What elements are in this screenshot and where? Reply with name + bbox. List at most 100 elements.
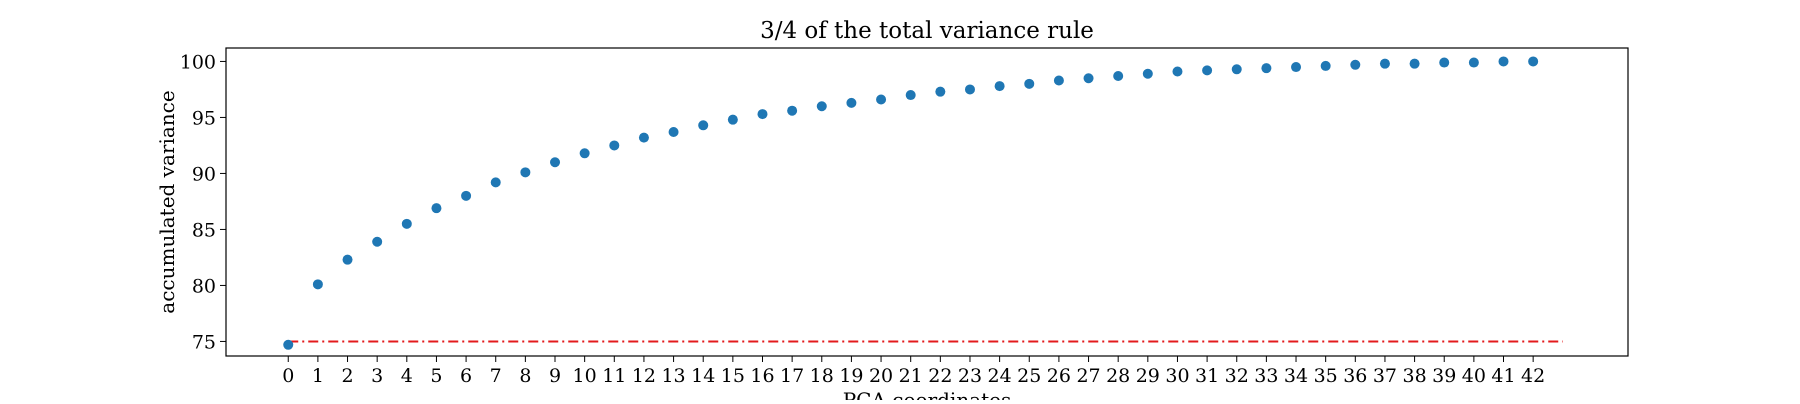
x-tick-label: 34 — [1284, 365, 1308, 387]
data-point — [312, 279, 323, 290]
x-tick-label: 31 — [1195, 365, 1219, 387]
data-point — [816, 101, 827, 112]
x-tick-label: 42 — [1521, 365, 1545, 387]
x-tick-label: 9 — [549, 365, 561, 387]
x-tick-label: 15 — [721, 365, 745, 387]
data-point — [1291, 62, 1302, 73]
data-point — [964, 84, 975, 95]
x-tick-label: 32 — [1225, 365, 1249, 387]
data-point — [727, 114, 738, 125]
data-point — [342, 254, 353, 265]
x-tick-label: 12 — [632, 365, 656, 387]
y-tick-label: 85 — [192, 219, 216, 241]
data-point — [1024, 78, 1035, 89]
x-tick-label: 4 — [401, 365, 413, 387]
y-tick-label: 95 — [192, 107, 216, 129]
x-tick-label: 37 — [1373, 365, 1397, 387]
x-tick-label: 21 — [899, 365, 923, 387]
data-point — [550, 157, 561, 168]
x-axis-label: PCA coordinates — [843, 388, 1012, 400]
data-point — [1498, 56, 1509, 67]
data-point — [490, 177, 501, 188]
chart-title: 3/4 of the total variance rule — [760, 18, 1094, 44]
x-tick-label: 35 — [1314, 365, 1338, 387]
data-point — [698, 120, 709, 131]
data-point — [520, 167, 531, 178]
data-point — [609, 140, 620, 151]
x-tick-label: 14 — [691, 365, 715, 387]
x-tick-label: 22 — [928, 365, 952, 387]
data-point — [1231, 64, 1242, 75]
x-tick-label: 27 — [1076, 365, 1100, 387]
x-tick-label: 36 — [1343, 365, 1367, 387]
data-points — [283, 56, 1539, 350]
x-tick-label: 0 — [282, 365, 294, 387]
x-tick-label: 19 — [839, 365, 863, 387]
data-point — [372, 236, 383, 247]
data-point — [1320, 60, 1331, 71]
x-tick-label: 11 — [602, 365, 626, 387]
x-tick-label: 20 — [869, 365, 893, 387]
data-point — [787, 105, 798, 116]
data-point — [1261, 63, 1272, 74]
y-axis-ticks: 75 80 85 90 95 100 — [180, 51, 226, 353]
x-axis-ticks: 0 1 2 3 4 5 6 7 8 9 10 11 12 13 14 15 16 17 18 19 20 21 22 23 24… — [282, 356, 1545, 387]
data-point — [905, 90, 916, 101]
data-point — [1350, 59, 1361, 70]
data-point — [1202, 65, 1213, 76]
x-tick-label: 30 — [1165, 365, 1189, 387]
data-point — [1439, 57, 1450, 68]
data-point — [401, 218, 412, 229]
x-tick-label: 24 — [988, 365, 1012, 387]
x-tick-label: 10 — [573, 365, 597, 387]
y-axis-label: accumulated variance — [155, 90, 179, 313]
data-point — [1172, 66, 1183, 77]
x-tick-label: 41 — [1491, 365, 1515, 387]
x-tick-label: 40 — [1462, 365, 1486, 387]
data-point — [461, 190, 472, 201]
x-tick-label: 3 — [371, 365, 383, 387]
y-tick-label: 100 — [180, 51, 216, 73]
data-point — [846, 97, 857, 108]
data-point — [283, 339, 294, 350]
data-point — [668, 127, 679, 137]
y-tick-label: 75 — [192, 331, 216, 353]
y-tick-label: 90 — [192, 163, 216, 185]
data-point — [876, 94, 887, 105]
x-tick-label: 6 — [460, 365, 472, 387]
x-tick-label: 23 — [958, 365, 982, 387]
x-tick-label: 8 — [519, 365, 531, 387]
data-point — [431, 203, 442, 214]
x-tick-label: 18 — [810, 365, 834, 387]
data-point — [579, 148, 590, 159]
data-point — [757, 109, 768, 120]
y-tick-label: 80 — [192, 275, 216, 297]
plot-frame — [225, 47, 1629, 357]
data-point — [1528, 56, 1539, 67]
x-tick-label: 38 — [1402, 365, 1426, 387]
data-point — [638, 132, 649, 143]
x-tick-label: 7 — [490, 365, 502, 387]
x-tick-label: 28 — [1106, 365, 1130, 387]
x-tick-label: 39 — [1432, 365, 1456, 387]
data-point — [1409, 58, 1420, 69]
data-point — [1083, 73, 1094, 84]
x-tick-label: 33 — [1254, 365, 1278, 387]
x-tick-label: 13 — [661, 365, 685, 387]
data-point — [1053, 75, 1064, 86]
x-tick-label: 16 — [750, 365, 774, 387]
data-point — [1142, 68, 1153, 79]
data-point — [1113, 71, 1124, 81]
x-tick-label: 5 — [430, 365, 442, 387]
x-tick-label: 2 — [341, 365, 353, 387]
x-tick-label: 17 — [780, 365, 804, 387]
x-tick-label: 1 — [312, 365, 324, 387]
x-tick-label: 29 — [1136, 365, 1160, 387]
x-tick-label: 26 — [1047, 365, 1071, 387]
data-point — [935, 86, 946, 97]
x-tick-label: 25 — [1017, 365, 1041, 387]
data-point — [994, 81, 1005, 92]
data-point — [1379, 58, 1390, 69]
